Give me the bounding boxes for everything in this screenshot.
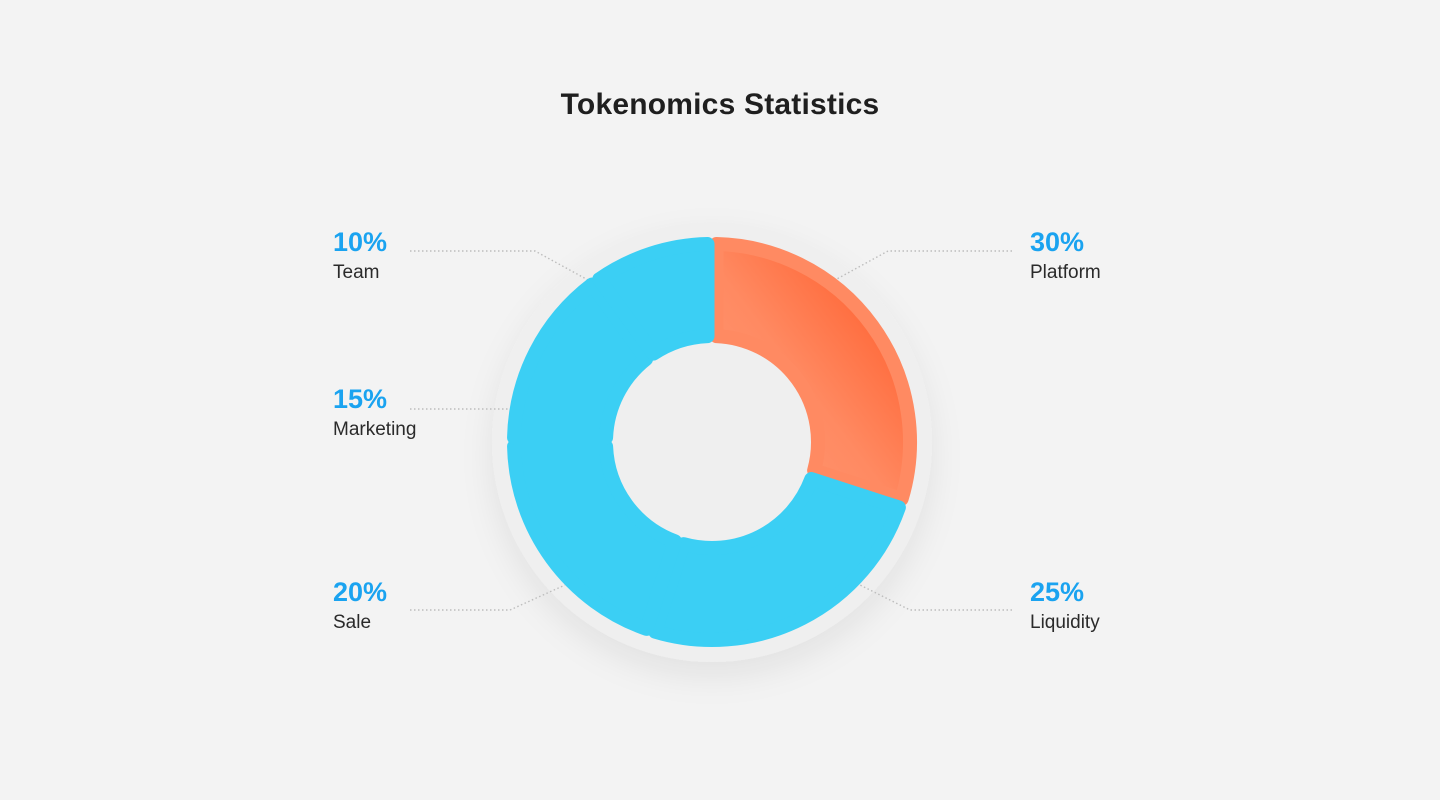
category-label: Marketing xyxy=(333,419,417,440)
leader-line-team xyxy=(410,250,589,281)
leader-line-platform xyxy=(834,250,1012,281)
percent-label: 15% xyxy=(333,384,388,414)
donut-segment-team xyxy=(592,237,715,361)
category-label: Team xyxy=(333,262,380,283)
percent-label: 10% xyxy=(333,227,388,257)
leader-lines xyxy=(410,250,1012,611)
category-label: Sale xyxy=(333,612,372,633)
label-marketing: 15% Marketing xyxy=(333,383,533,443)
label-sale: 20% Sale xyxy=(333,576,533,636)
label-liquidity: 25% Liquidity xyxy=(1030,576,1230,636)
percent-label: 20% xyxy=(333,577,388,607)
category-label: Platform xyxy=(1030,262,1101,283)
chart-title: Tokenomics Statistics xyxy=(560,88,880,121)
label-platform: 30% Platform xyxy=(1030,226,1230,286)
donut-segments xyxy=(507,237,917,647)
donut-segment-marketing xyxy=(507,277,654,445)
label-team: 10% Team xyxy=(333,226,533,286)
donut-segment-liquidity xyxy=(648,472,906,647)
percent-label: 30% xyxy=(1030,227,1085,257)
leader-line-liquidity xyxy=(859,584,1012,611)
donut-segment-sale xyxy=(507,439,682,636)
category-label: Liquidity xyxy=(1030,612,1100,633)
donut-segment-platform xyxy=(709,237,917,506)
percent-label: 25% xyxy=(1030,577,1085,607)
leader-line-sale xyxy=(410,584,566,611)
